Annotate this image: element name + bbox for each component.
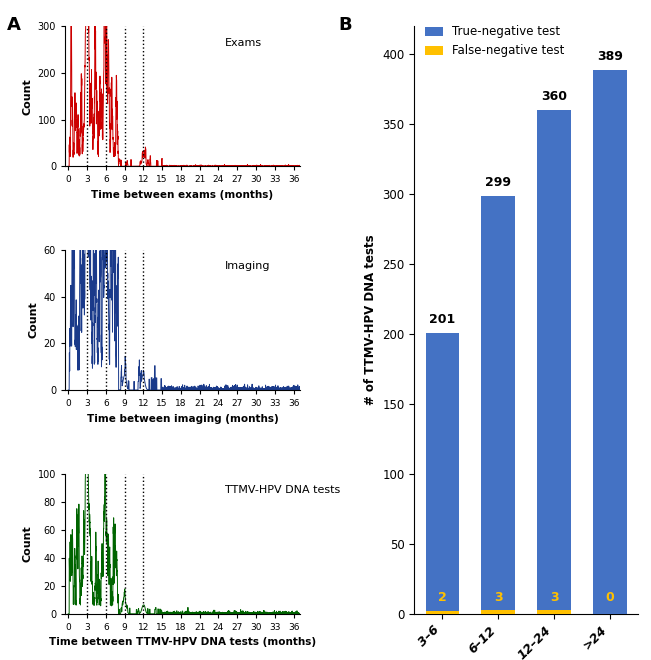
Y-axis label: # of TTMV-HPV DNA tests: # of TTMV-HPV DNA tests [364,235,377,405]
Text: A: A [7,16,20,34]
Text: 360: 360 [541,90,567,104]
Text: 3: 3 [494,591,503,603]
Y-axis label: Count: Count [22,78,32,115]
Text: 201: 201 [429,313,456,325]
Text: 3: 3 [550,591,559,603]
Bar [426,333,459,614]
X-axis label: Time between TTMV-HPV DNA tests (months): Time between TTMV-HPV DNA tests (months) [49,638,316,647]
Text: 299: 299 [485,176,511,189]
Text: Imaging: Imaging [225,261,270,271]
Bar [426,611,459,614]
Bar [593,70,627,614]
X-axis label: Time between exams (months): Time between exams (months) [91,190,273,200]
Bar [537,110,571,614]
Text: 2: 2 [438,591,447,603]
Text: 0: 0 [605,591,615,603]
Y-axis label: Count: Count [22,525,32,562]
Y-axis label: Count: Count [28,302,38,339]
Text: TTMV-HPV DNA tests: TTMV-HPV DNA tests [225,485,340,495]
Text: Exams: Exams [225,38,262,48]
Text: 389: 389 [597,50,623,63]
Text: B: B [339,16,352,34]
X-axis label: Time between imaging (months): Time between imaging (months) [87,414,279,424]
Legend: True-negative test, False-negative test: True-negative test, False-negative test [421,20,569,62]
Bar [482,195,515,614]
Bar [482,610,515,614]
Bar [537,610,571,614]
